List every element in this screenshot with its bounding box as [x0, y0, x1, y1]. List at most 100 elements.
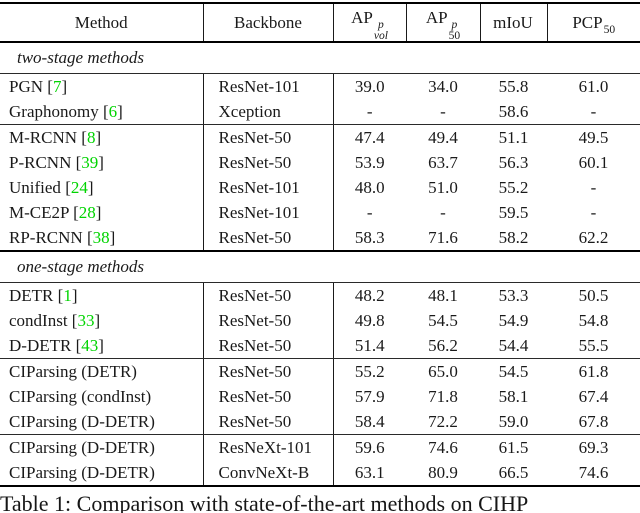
citation-link[interactable]: 7: [52, 76, 62, 96]
method-cell: condInst [33]: [9, 310, 101, 330]
metric-base: mIoU: [493, 12, 533, 32]
backbone-cell: Xception: [202, 98, 333, 125]
metric-value-cell: 60.1: [578, 152, 609, 172]
method-cell: Unified [24]: [9, 177, 94, 197]
metric-value-cell: 55.2: [332, 358, 406, 384]
table-row: CIParsing (condInst) ResNet-50 57.9 71.8 58.…: [0, 383, 640, 409]
backbone-cell: ResNeXt-101: [202, 434, 333, 460]
metric-value-cell: 61.5: [498, 437, 529, 457]
citation-link[interactable]: 8: [86, 127, 96, 147]
section-row: two-stage methods: [0, 41, 640, 74]
metric-value-cell: 59.6: [332, 434, 406, 460]
method-cell: RP-RCNN [38]: [0, 224, 203, 252]
metric-value-cell: 49.5: [578, 127, 609, 147]
backbone-cell: ResNet-50: [202, 408, 333, 435]
metric-subscript: 50: [603, 22, 616, 36]
metric-value-cell: 74.6: [428, 437, 458, 457]
col-header-ap-50: AP p 50: [405, 3, 480, 43]
metric-value-cell: 54.8: [578, 310, 609, 330]
method-cell: D-DETR [43]: [0, 332, 203, 359]
metric-value-cell: 58.2: [480, 224, 547, 252]
method-cell: M-CE2P [28]: [9, 202, 102, 222]
metric-value-cell: -: [332, 98, 406, 125]
table-row: CIParsing (D-DETR) ResNet-50 58.4 72.2 59.0 6…: [0, 408, 640, 435]
metric-value-cell: 54.9: [498, 310, 529, 330]
metric-supsub: 50: [603, 22, 616, 36]
metric-value-cell: 39.0: [332, 73, 406, 99]
method-cell: CIParsing (condInst): [9, 386, 152, 406]
metric-value-cell: 63.1: [332, 459, 406, 486]
metric-supsub: p vol: [374, 17, 388, 42]
table-header-row: Method Backbone AP p vol AP p 50 mIoU PCP 50: [0, 3, 640, 43]
metric-value-cell: 80.9: [428, 462, 458, 482]
metric-value-cell: 58.1: [498, 386, 529, 406]
metric-value-cell: 66.5: [498, 462, 529, 482]
table-row: CIParsing (DETR) ResNet-50 55.2 65.0 54.5 61.…: [0, 358, 640, 384]
metric-value-cell: 71.6: [406, 224, 480, 252]
method-cell: M-RCNN [8]: [9, 127, 102, 147]
metric-value-cell: -: [547, 98, 640, 125]
metric-value-cell: 53.9: [332, 149, 406, 175]
backbone-cell: ResNet-50: [202, 124, 333, 150]
metric-value-cell: 55.8: [498, 76, 529, 96]
metric-value-cell: 61.0: [578, 76, 609, 96]
metric-value-cell: -: [590, 177, 597, 197]
citation-link[interactable]: 33: [77, 310, 95, 330]
citation-link[interactable]: 24: [70, 177, 88, 197]
metric-value-cell: 51.0: [428, 177, 458, 197]
citation-link[interactable]: 6: [108, 101, 118, 121]
metric-value-cell: 67.8: [547, 408, 640, 435]
citation-link[interactable]: 39: [81, 152, 99, 172]
metric-value-cell: 51.1: [498, 127, 529, 147]
metric-value-cell: 49.4: [428, 127, 458, 147]
table-row: DETR [1] ResNet-50 48.2 48.1 53.3 50.5: [0, 282, 640, 308]
backbone-cell: ResNet-101: [202, 199, 333, 225]
metric-value-cell: 61.8: [578, 361, 609, 381]
backbone-cell: ResNet-101: [202, 174, 333, 200]
metric-value-cell: 58.3: [332, 224, 406, 252]
metric-value-cell: 48.1: [428, 285, 458, 305]
table-row: CIParsing (D-DETR) ConvNeXt-B 63.1 80.9 66.5…: [0, 459, 640, 486]
table-row: CIParsing (D-DETR) ResNeXt-101 59.6 74.6 61.…: [0, 434, 640, 460]
metric-value-cell: 54.4: [480, 332, 547, 359]
metric-value-cell: 53.3: [498, 285, 529, 305]
method-cell: PGN [7]: [9, 76, 68, 96]
method-cell: CIParsing (D-DETR): [0, 408, 203, 435]
metric-value-cell: 54.5: [498, 361, 529, 381]
metric-value-cell: 65.0: [428, 361, 458, 381]
table-caption: Table 1: Comparison with state-of-the-ar…: [0, 490, 529, 513]
table-row: PGN [7] ResNet-101 39.0 34.0 55.8 61.0: [0, 73, 640, 99]
method-cell: CIParsing (D-DETR): [9, 437, 155, 457]
table-row: M-RCNN [8] ResNet-50 47.4 49.4 51.1 49.5: [0, 124, 640, 150]
metric-value-cell: 48.0: [332, 174, 406, 200]
table-header: Method Backbone AP p vol AP p 50 mIoU PCP 50: [0, 3, 640, 43]
table-row: Graphonomy [6] Xception - -58.6-: [0, 98, 640, 125]
metric-value-cell: -: [440, 202, 446, 222]
backbone-cell: ResNet-50: [202, 149, 333, 175]
backbone-cell: ResNet-50: [202, 358, 333, 384]
citation-link[interactable]: 38: [92, 227, 110, 247]
citation-link[interactable]: 28: [78, 202, 96, 222]
citation-link[interactable]: 43: [81, 335, 99, 355]
col-header-backbone: Backbone: [202, 3, 333, 43]
metric-value-cell: 55.2: [498, 177, 529, 197]
table-row: M-CE2P [28] ResNet-101- -59.5-: [0, 199, 640, 225]
metric-value-cell: -: [332, 199, 406, 225]
metric-value-cell: 71.8: [428, 386, 458, 406]
metric-subscript: 50: [448, 28, 461, 42]
table-row: Unified [24] ResNet-101 48.0 51.0 55.2 -: [0, 174, 640, 200]
method-cell: CIParsing (DETR): [9, 361, 137, 381]
metric-value-cell: 47.4: [332, 124, 406, 150]
section-label: two-stage methods: [0, 41, 640, 74]
backbone-cell: ResNet-50: [202, 383, 333, 409]
metric-value-cell: -: [590, 202, 597, 222]
metric-value-cell: 49.8: [332, 307, 406, 333]
metric-value-cell: 54.5: [428, 310, 458, 330]
backbone-cell: ResNet-50: [202, 224, 333, 252]
metric-superscript: p: [451, 17, 458, 31]
citation-link[interactable]: 1: [63, 285, 72, 305]
metric-supsub: p 50: [448, 17, 461, 42]
backbone-cell: ResNet-50: [202, 307, 333, 333]
metric-superscript: p: [377, 17, 384, 31]
